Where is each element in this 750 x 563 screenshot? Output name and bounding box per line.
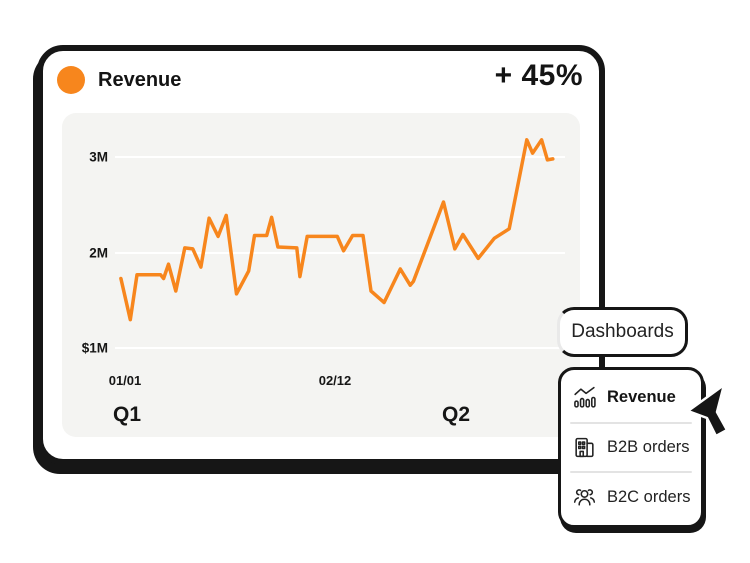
revenue-card: Revenue + 45% 3M 2M $1M 01/01 02/12 Q1 Q… [37,45,605,465]
people-group-icon [572,485,597,510]
quarter-label-q2: Q2 [442,403,470,426]
dashboards-button-label: Dashboards [571,321,674,342]
growth-delta-value: + 45% [494,59,583,92]
menu-item-revenue[interactable]: Revenue [561,377,701,419]
bar-chart-trend-icon [572,385,597,410]
dashboards-button[interactable]: Dashboards [557,307,688,357]
y-tick-3m: 3M [89,150,108,165]
line-chart-panel: 3M 2M $1M 01/01 02/12 Q1 Q2 [62,113,580,437]
mouse-pointer-icon [686,383,729,438]
revenue-line-chart: 3M 2M $1M 01/01 02/12 Q1 Q2 [82,138,565,426]
menu-item-label: Revenue [607,388,676,407]
menu-item-b2c-orders[interactable]: B2C orders [561,476,701,518]
menu-divider [570,471,692,474]
x-tick-0212: 02/12 [319,373,352,388]
menu-divider [570,421,692,424]
dashboards-dropdown-menu: Revenue B2B orders [558,367,704,528]
quarter-label-q1: Q1 [113,403,141,426]
y-tick-1m: $1M [82,341,108,356]
menu-item-label: B2B orders [607,437,690,456]
revenue-series-line [119,138,555,322]
x-tick-0101: 01/01 [109,373,142,388]
revenue-legend-dot [57,66,85,94]
menu-item-b2b-orders[interactable]: B2B orders [561,426,701,468]
y-tick-2m: 2M [89,246,108,261]
menu-item-label: B2C orders [607,487,691,506]
building-icon [572,435,597,460]
card-title: Revenue [98,69,182,91]
